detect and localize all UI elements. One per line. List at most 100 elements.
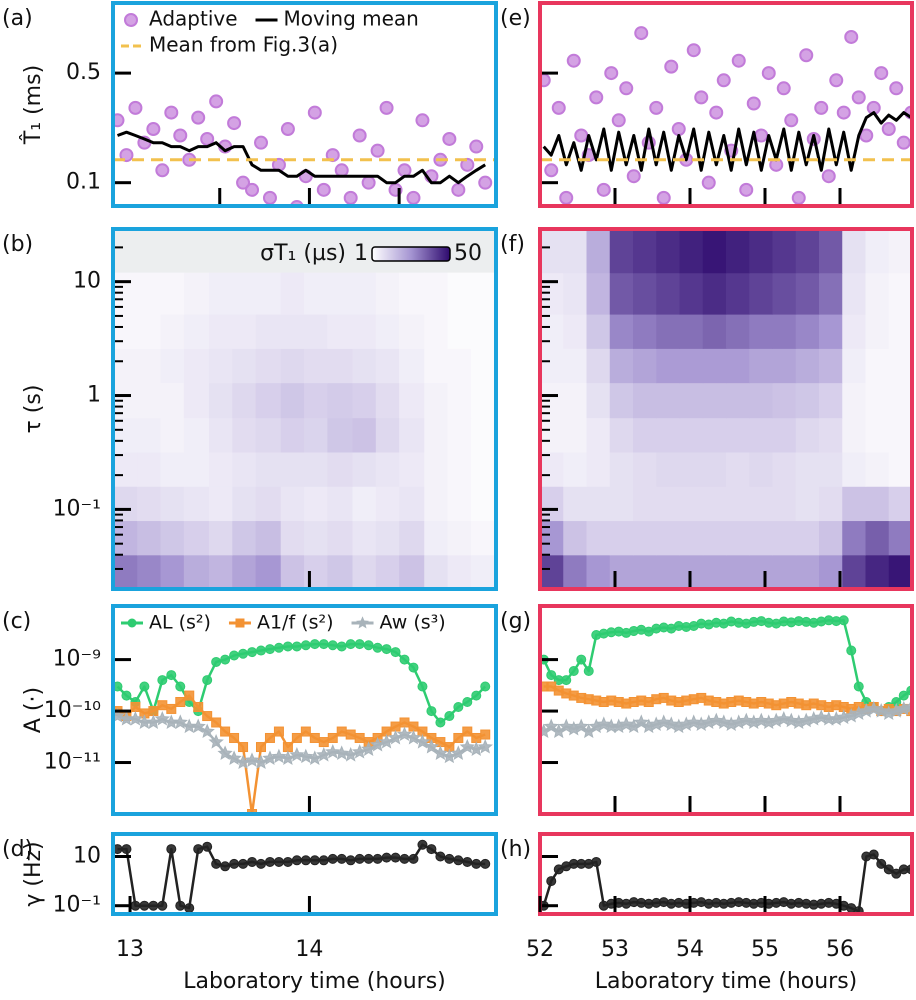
heatmap-cell: [656, 313, 681, 349]
y-tick-label: 10⁻¹⁰: [44, 698, 101, 723]
heatmap-cell: [795, 229, 820, 274]
marker: [128, 100, 143, 115]
marker: [238, 858, 249, 869]
heatmap-cell: [304, 382, 328, 419]
marker: [664, 59, 679, 74]
marker: [345, 639, 356, 650]
heatmap-cell: [304, 272, 328, 315]
marker: [701, 175, 716, 190]
y-tick-label: 10⁻¹¹: [44, 750, 101, 775]
marker: [784, 113, 799, 128]
heatmap-cell: [280, 417, 305, 453]
heatmap-cell: [702, 272, 727, 315]
marker: [273, 642, 284, 653]
marker: [372, 853, 383, 864]
heatmap-cell: [137, 520, 162, 556]
heatmap-cell: [888, 348, 912, 384]
heatmap-cell: [819, 520, 843, 556]
heatmap-cell: [470, 272, 496, 315]
marker: [202, 841, 213, 852]
heatmap-cell: [772, 520, 797, 556]
panel-frame: [538, 604, 914, 816]
marker: [184, 903, 195, 914]
heatmap-cell: [563, 520, 588, 556]
heatmap-cell: [137, 382, 162, 419]
heatmap-cell: [819, 229, 843, 274]
marker: [838, 615, 849, 626]
marker: [316, 182, 331, 197]
marker: [426, 844, 437, 855]
y-tick-label: 10: [73, 843, 101, 868]
marker: [853, 681, 864, 692]
marker: [334, 745, 350, 760]
marker: [336, 853, 347, 864]
marker: [776, 710, 792, 726]
marker: [202, 711, 213, 722]
legend-label: Moving mean: [284, 7, 419, 31]
heatmap-cell: [888, 229, 912, 274]
y-tick-label: 10: [73, 269, 101, 294]
heatmap-cell: [609, 229, 634, 274]
heatmap-cell: [255, 486, 282, 522]
heatmap-cell: [375, 554, 400, 589]
marker: [846, 645, 857, 656]
heatmap-cell: [113, 348, 138, 384]
heatmap-cell: [563, 229, 588, 274]
heatmap-cell: [280, 348, 305, 384]
marker: [238, 648, 249, 659]
heatmap-cell: [327, 348, 354, 384]
heatmap-cell: [280, 451, 305, 487]
heatmap-cell: [375, 486, 400, 522]
heatmap-cell: [327, 451, 354, 487]
heatmap-cell: [352, 348, 377, 384]
marker: [462, 697, 473, 708]
heatmap-cell: [633, 272, 657, 315]
marker: [280, 121, 295, 136]
heatmap-cell: [679, 520, 704, 556]
marker: [166, 844, 177, 855]
heatmap-cell: [726, 520, 750, 556]
marker: [345, 855, 356, 866]
marker: [121, 844, 132, 855]
heatmap-cell: [586, 451, 611, 487]
legend-label: Aw (s³): [380, 612, 446, 634]
heatmap-cell: [656, 417, 681, 453]
plot-area: [113, 639, 493, 814]
marker: [873, 702, 889, 718]
marker: [369, 736, 386, 752]
heatmap-cell: [183, 451, 210, 487]
marker: [113, 681, 123, 692]
marker: [119, 148, 134, 163]
heatmap-cell: [208, 382, 233, 419]
heatmap-cell: [208, 486, 233, 522]
marker: [148, 900, 159, 911]
heatmap-cell: [352, 417, 377, 453]
heatmap-cell: [137, 313, 162, 349]
marker: [253, 135, 268, 150]
y-tick-label: 1: [87, 383, 101, 408]
heatmap-cell: [399, 382, 425, 419]
heatmap-cell: [280, 272, 305, 315]
plot-area: [540, 849, 912, 914]
heatmap-cell: [113, 520, 138, 556]
marker: [776, 81, 791, 96]
marker: [291, 732, 302, 743]
marker: [874, 66, 889, 81]
heatmap-cell: [540, 313, 564, 349]
heatmap-cell: [424, 272, 449, 315]
heatmap-cell: [749, 486, 774, 522]
legend-swatch: [351, 616, 374, 629]
heatmap-cell: [586, 382, 611, 419]
heatmap-cell: [819, 486, 843, 522]
heatmap-cell: [304, 313, 328, 349]
marker: [247, 647, 258, 658]
heatmap-cell: [375, 272, 400, 315]
heatmap-cell: [865, 229, 890, 274]
marker: [139, 681, 150, 692]
marker: [814, 100, 829, 115]
heatmap-cell: [280, 313, 305, 349]
heatmap-cell: [842, 554, 867, 589]
marker: [173, 128, 188, 143]
panel-frame: [538, 227, 914, 591]
